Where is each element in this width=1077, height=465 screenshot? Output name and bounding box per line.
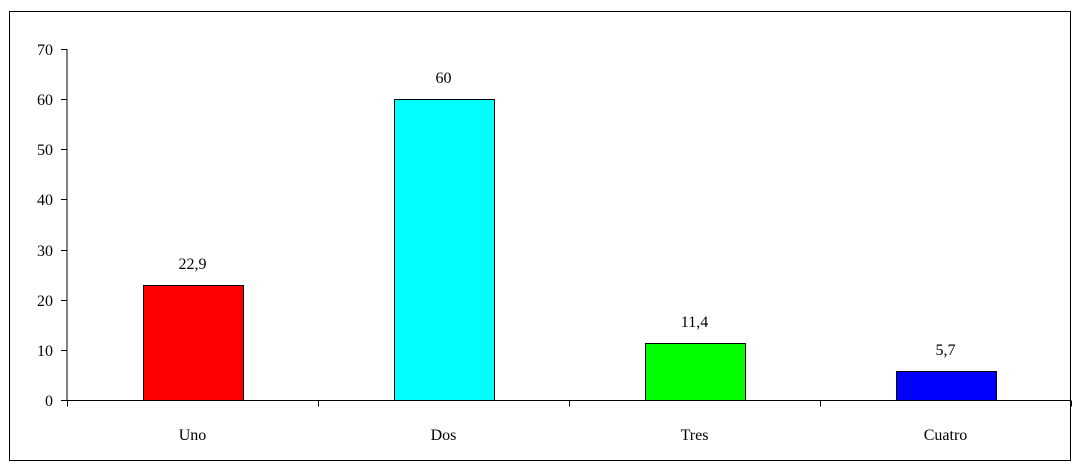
- bar-cuatro: [896, 371, 997, 401]
- y-tick-label: 30: [37, 243, 53, 260]
- bar-tres: [645, 343, 746, 401]
- x-tick-label: Dos: [431, 427, 457, 444]
- data-label: 22,9: [179, 256, 207, 273]
- x-axis: Uno Dos Tres Cuatro: [67, 400, 1072, 444]
- bar-dos: [394, 99, 495, 401]
- y-tick-label: 40: [37, 192, 53, 209]
- bar-uno: [143, 285, 244, 401]
- x-tick-label: Uno: [179, 427, 207, 444]
- y-tick-label: 70: [37, 42, 53, 59]
- y-tick-label: 10: [37, 343, 53, 360]
- y-tick-label: 20: [37, 293, 53, 310]
- data-labels: 22,9 60 11,4 5,7: [179, 70, 956, 359]
- bars: [143, 99, 997, 401]
- x-tick-label: Tres: [681, 427, 709, 444]
- y-tick-label: 0: [45, 393, 53, 410]
- data-label: 11,4: [681, 314, 708, 331]
- y-tick-label: 50: [37, 142, 53, 159]
- data-label: 5,7: [936, 342, 956, 359]
- y-axis: 0 10 20 30 40 50 60 70: [37, 42, 68, 410]
- data-label: 60: [436, 70, 452, 87]
- x-tick-label: Cuatro: [924, 427, 968, 444]
- y-tick-label: 60: [37, 92, 53, 109]
